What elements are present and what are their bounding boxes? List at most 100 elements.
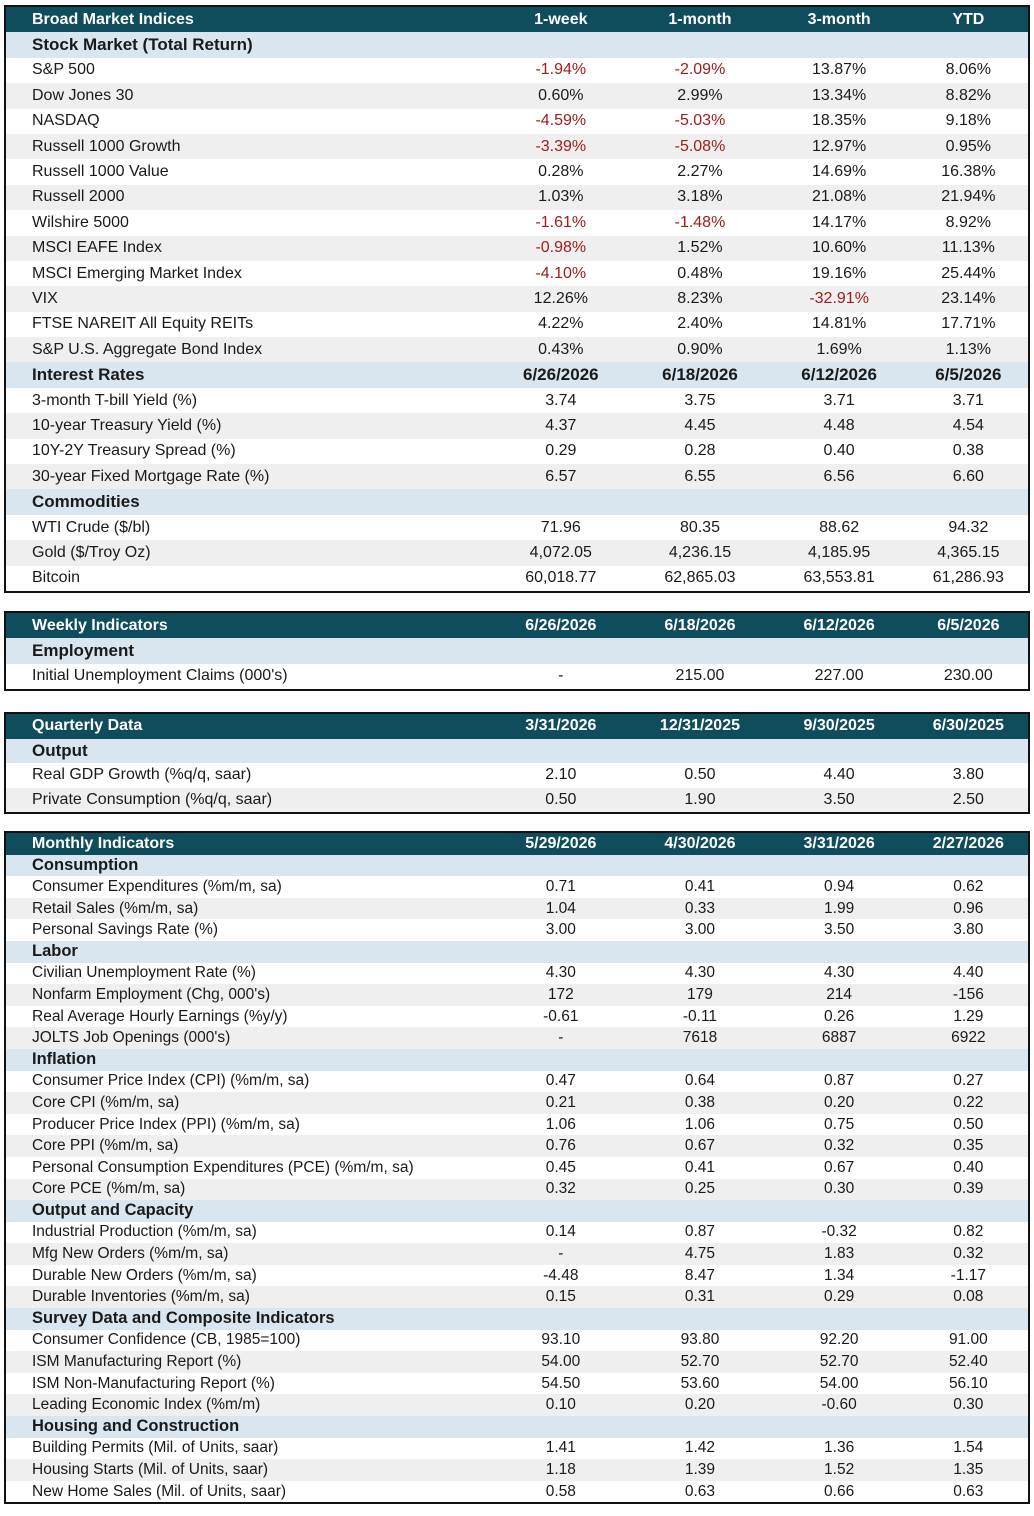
section-rows: Building Permits (Mil. of Units, saar) 1.… (6, 1438, 1028, 1503)
table-header: Weekly Indicators 6/26/2026 6/18/2026 6/… (6, 613, 1028, 639)
row-value: 11.13% (941, 239, 995, 257)
row-label: S&P 500 (32, 61, 95, 79)
row-value: 1.41 (545, 1439, 576, 1457)
row-value: 179 (687, 985, 713, 1003)
row-value: 0.58 (545, 1482, 576, 1500)
row-value: 6922 (951, 1029, 986, 1047)
row-label: Producer Price Index (PPI) (%m/m, sa) (32, 1115, 300, 1133)
row-value: 0.14 (545, 1223, 576, 1241)
row-value: 0.15 (545, 1288, 576, 1306)
row-value: -5.08% (674, 137, 726, 155)
commodity-rows: WTI Crude ($/bl) 71.96 80.35 88.62 94.32 Gold… (6, 515, 1028, 591)
row-value: 0.41 (684, 1158, 716, 1176)
row-label: Industrial Production (%m/m, sa) (32, 1223, 257, 1241)
header-col: 6/5/2026 (937, 616, 1000, 634)
row-value: 1.03% (538, 188, 584, 206)
section-row: Commodities (6, 489, 1028, 515)
row-value: 7618 (682, 1029, 718, 1047)
table-row: Building Permits (Mil. of Units, saar) 1.… (6, 1438, 1028, 1460)
weekly-rows: Initial Unemployment Claims (000's) - 215.… (6, 664, 1028, 689)
row-value: -156 (952, 985, 984, 1003)
date-col: 6/26/2026 (522, 365, 599, 385)
row-value: 4.37 (545, 416, 577, 434)
row-value: 54.00 (541, 1353, 581, 1371)
row-value: 14.81% (811, 315, 867, 333)
table-row: Industrial Production (%m/m, sa) 0.14 0.87… (6, 1222, 1028, 1244)
table-row: ISM Non-Manufacturing Report (%) 54.50 53.… (6, 1373, 1028, 1395)
row-value: 0.30 (824, 1180, 855, 1198)
header-col: 3/31/2026 (525, 717, 597, 735)
table-row: Durable New Orders (%m/m, sa) -4.48 8.47 1.… (6, 1265, 1028, 1287)
row-value: 6887 (821, 1029, 857, 1047)
table-header: Quarterly Data 3/31/2026 12/31/2025 9/30… (6, 714, 1028, 739)
row-value: 4,185.95 (807, 543, 871, 561)
row-value: 60,018.77 (525, 569, 597, 587)
row-value: -1.48% (674, 213, 726, 231)
row-value: 215.00 (675, 667, 725, 685)
row-value: 52.40 (948, 1353, 988, 1371)
row-value: 0.32 (545, 1180, 576, 1198)
row-value: 21.94% (941, 188, 996, 206)
header-col: 6/26/2026 (525, 616, 597, 634)
row-value: 1.36 (824, 1439, 855, 1457)
row-value: 8.06% (945, 61, 992, 79)
table-row: WTI Crude ($/bl) 71.96 80.35 88.62 94.32 (6, 515, 1028, 540)
interest-rates-header: Interest Rates 6/26/2026 6/18/2026 6/12/… (6, 362, 1028, 388)
row-label: S&P U.S. Aggregate Bond Index (32, 340, 263, 358)
row-value: 6.60 (952, 467, 984, 485)
row-value: 0.50 (684, 766, 716, 784)
row-value: 1.42 (684, 1439, 716, 1457)
row-label: Private Consumption (%q/q, saar) (32, 790, 273, 808)
date-col: 6/12/2026 (801, 365, 877, 385)
row-label: 10Y-2Y Treasury Spread (%) (32, 442, 236, 460)
row-value: 2.10 (545, 766, 577, 784)
row-value: 3.71 (952, 391, 984, 409)
section-row: Labor (6, 940, 1028, 963)
row-value: 17.71% (941, 315, 996, 333)
row-value: 1.06 (545, 1115, 576, 1133)
row-value: 6.55 (684, 467, 716, 485)
header-col: 3/31/2026 (803, 834, 875, 852)
row-value: 0.20 (824, 1093, 855, 1111)
section-title: Output and Capacity (32, 1201, 194, 1220)
row-value: -1.61% (535, 213, 587, 231)
row-label: Russell 1000 Value (32, 163, 169, 181)
row-value: -5.03% (674, 112, 726, 130)
broad-market-table: Broad Market Indices 1-week 1-month 3-mo… (4, 5, 1030, 593)
header-title: Monthly Indicators (32, 834, 175, 852)
row-value: -0.32 (821, 1223, 857, 1241)
section-title: Consumption (32, 855, 139, 874)
row-value: 0.75 (824, 1115, 855, 1133)
table-row: Civilian Unemployment Rate (%) 4.30 4.30 4.… (6, 963, 1028, 985)
row-label: Bitcoin (32, 569, 81, 587)
table-row: Leading Economic Index (%m/m) 0.10 0.20 -0.… (6, 1394, 1028, 1417)
row-value: 0.21 (545, 1093, 576, 1111)
section-rows: Industrial Production (%m/m, sa) 0.14 0.87… (6, 1222, 1028, 1309)
row-value: 0.47 (545, 1072, 576, 1090)
row-label: Real Average Hourly Earnings (%y/y) (32, 1007, 288, 1025)
row-value: 0.08 (953, 1288, 984, 1306)
table-row: Dow Jones 30 0.60% 2.99% 13.34% 8.82% (6, 83, 1028, 109)
row-value: 14.69% (811, 163, 867, 181)
row-value: 4.30 (824, 964, 855, 982)
row-value: 1.52 (824, 1461, 855, 1479)
row-label: WTI Crude ($/bl) (32, 518, 151, 536)
row-value: 1.83 (824, 1245, 855, 1263)
header-col: 3-month (807, 10, 871, 28)
row-value: 0.22 (953, 1093, 984, 1111)
row-value: - (558, 1245, 564, 1263)
table-row: Nonfarm Employment (Chg, 000's) 172 179 214… (6, 984, 1028, 1006)
row-label: Consumer Price Index (CPI) (%m/m, sa) (32, 1072, 310, 1090)
row-value: 0.66 (824, 1482, 855, 1500)
table-row: Consumer Confidence (CB, 1985=100) 93.10 9… (6, 1330, 1028, 1352)
row-value: 0.43% (538, 340, 584, 358)
row-value: -4.10% (535, 264, 587, 282)
row-label: Mfg New Orders (%m/m, sa) (32, 1245, 229, 1263)
row-label: Core CPI (%m/m, sa) (32, 1093, 180, 1111)
row-value: 0.48% (677, 264, 723, 282)
section-row: Consumption (6, 854, 1028, 877)
row-value: -3.39% (535, 137, 587, 155)
row-value: 10.60% (811, 239, 867, 257)
row-value: 227.00 (814, 667, 864, 685)
row-value: 3.00 (684, 921, 716, 939)
